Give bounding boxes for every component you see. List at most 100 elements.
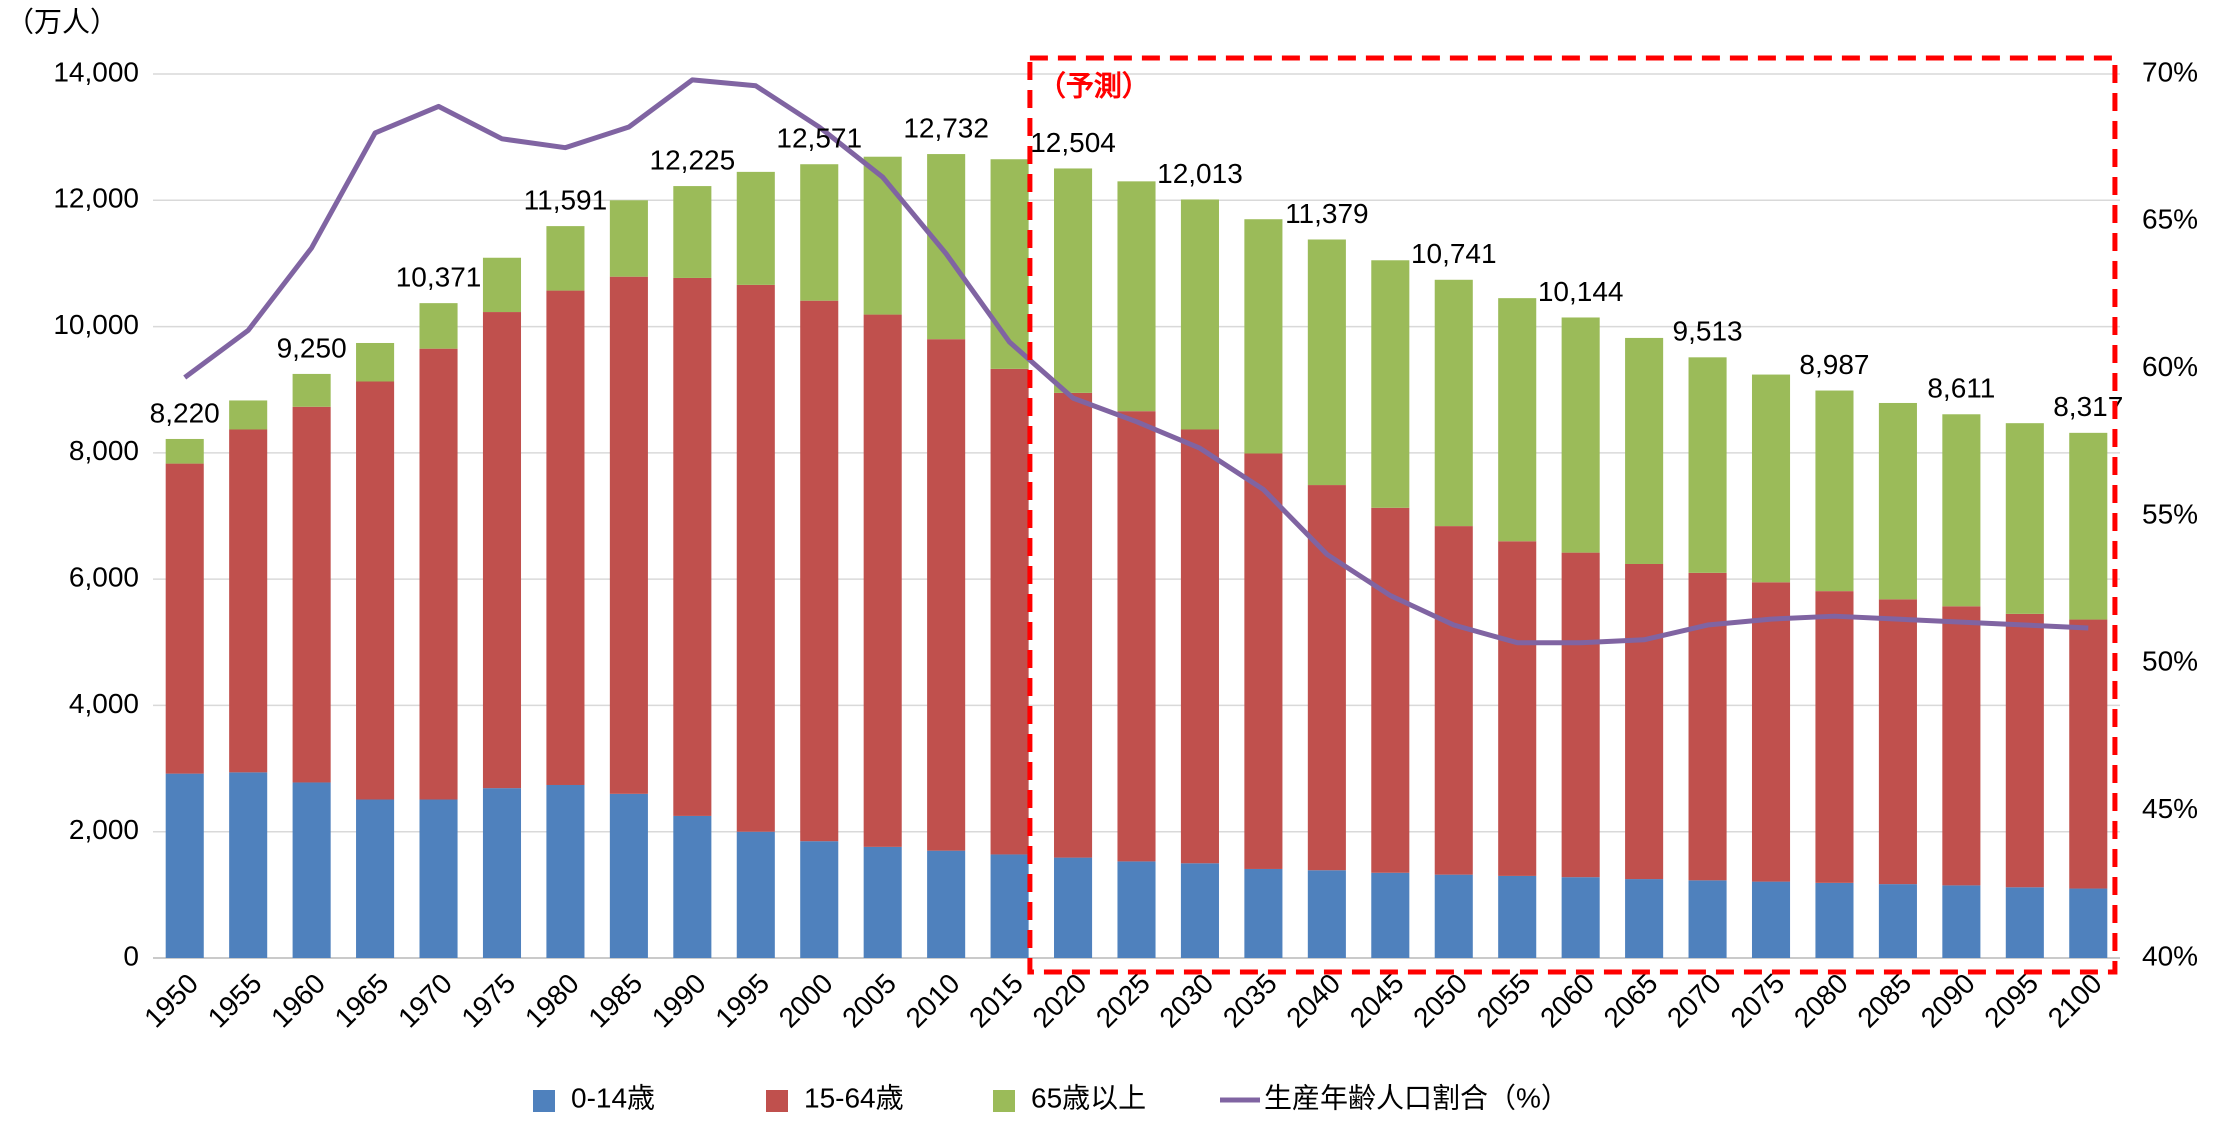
total-label: 12,504 (1030, 127, 1116, 158)
bar-segment (1942, 606, 1981, 886)
y2-tick-label: 50% (2142, 646, 2198, 677)
bar-segment (1688, 357, 1727, 573)
bar-segment (1815, 882, 1854, 958)
x-tick-label: 2000 (773, 968, 839, 1034)
bar-segment (736, 171, 775, 285)
bar-segment (1878, 402, 1917, 600)
x-tick-label: 2005 (836, 968, 902, 1034)
bar-segment (1434, 526, 1473, 875)
total-label: 8,611 (1927, 373, 1995, 404)
annotation: （予測） (1038, 69, 1150, 101)
bar-segment (800, 841, 839, 958)
bar-segment (990, 368, 1029, 855)
bar-segment (673, 277, 712, 816)
y-tick-label: 10,000 (53, 309, 139, 340)
bar-segment (1371, 507, 1410, 873)
bar-segment (1625, 879, 1664, 958)
bar-segment (1625, 563, 1664, 880)
bar-segment (1942, 885, 1981, 958)
x-tick-label: 2070 (1661, 968, 1727, 1034)
x-tick-label: 2030 (1153, 968, 1219, 1034)
bar-segment (229, 772, 268, 958)
legend-label: 生産年齢人口割合（%） (1264, 1082, 1569, 1113)
total-label: 9,250 (277, 332, 347, 363)
x-tick-label: 1960 (265, 968, 331, 1034)
legend-label: 65歳以上 (1031, 1082, 1146, 1113)
bar-segment (863, 314, 902, 847)
bar-segment (229, 400, 268, 430)
bar-segment (1244, 453, 1283, 869)
y-tick-label: 8,000 (69, 435, 139, 466)
bar-segment (863, 846, 902, 958)
bar-segment (482, 257, 522, 313)
total-label: 12,732 (903, 112, 989, 143)
bar-segment (2069, 432, 2108, 620)
bar-segment (1054, 168, 1093, 393)
bar-segment (1117, 181, 1156, 412)
total-label: 12,013 (1157, 158, 1243, 189)
bar-segment (165, 438, 204, 464)
bar-segment (990, 159, 1029, 369)
bar-segment (1625, 337, 1664, 564)
bar-segment (609, 200, 648, 277)
bar-segment (1054, 857, 1093, 958)
total-label: 8,317 (2053, 391, 2123, 422)
y-tick-label: 6,000 (69, 562, 139, 593)
bar-segment (2005, 423, 2044, 614)
bar-segment (546, 226, 585, 291)
bar-segment (927, 154, 966, 340)
total-label: 11,379 (1285, 198, 1369, 229)
y-tick-label: 14,000 (53, 56, 139, 87)
legend-swatch (533, 1090, 555, 1112)
bar-segment (673, 815, 712, 958)
x-tick-label: 2090 (1915, 968, 1981, 1034)
bar-segment (1815, 390, 1854, 592)
bar-segment (1751, 582, 1791, 882)
bar-segment (736, 831, 775, 958)
y-unit-label: （万人） (6, 6, 118, 37)
bar-segment (165, 463, 204, 774)
legend-swatch (766, 1090, 788, 1112)
bar-segment (1117, 861, 1156, 958)
bar-segment (1307, 485, 1346, 871)
total-label: 8,987 (1799, 349, 1869, 380)
bar-segment (1561, 317, 1600, 553)
bar-segment (419, 348, 458, 800)
legend-label: 0-14歳 (571, 1082, 655, 1113)
legend-label: 15-64歳 (804, 1082, 904, 1113)
x-tick-label: 1975 (455, 968, 521, 1034)
x-tick-label: 2010 (900, 968, 966, 1034)
y2-tick-label: 70% (2142, 56, 2198, 87)
bar-segment (1942, 414, 1981, 607)
bar-segment (1688, 572, 1727, 881)
bar-segment (1117, 411, 1156, 862)
y-tick-label: 12,000 (53, 183, 139, 214)
bar-segment (927, 339, 966, 851)
x-tick-label: 2085 (1851, 968, 1917, 1034)
bar-segment (1878, 884, 1917, 958)
x-tick-label: 1985 (582, 968, 648, 1034)
bar-segment (1751, 374, 1791, 583)
bar-segment (1434, 279, 1473, 527)
bar-segment (800, 164, 839, 301)
bar-segment (292, 373, 331, 407)
bar-segment (1371, 260, 1410, 508)
bar-segment (1371, 872, 1410, 958)
total-label: 12,225 (650, 144, 736, 175)
bar-segment (356, 381, 395, 800)
bar-segment (1688, 880, 1727, 958)
bar-segment (673, 186, 712, 278)
y2-tick-label: 60% (2142, 351, 2198, 382)
bar-segment (356, 342, 395, 382)
bar-segment (482, 312, 522, 789)
bar-segment (419, 303, 458, 349)
bar-segment (1561, 552, 1600, 878)
bar-segment (1561, 877, 1600, 958)
bar-segment (229, 429, 268, 773)
x-tick-label: 2100 (2042, 968, 2108, 1034)
forecast-box (1027, 55, 2118, 975)
bar-segment (736, 284, 775, 832)
x-tick-label: 1955 (202, 968, 268, 1034)
bar-segment (1307, 870, 1346, 958)
